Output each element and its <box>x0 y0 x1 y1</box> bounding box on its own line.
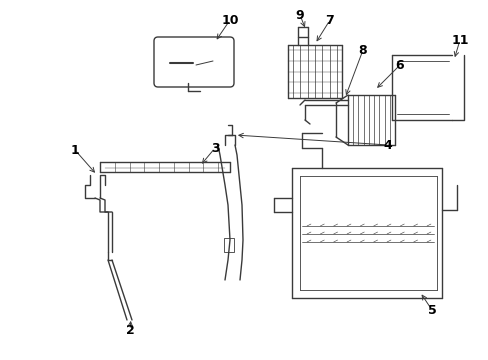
Text: 7: 7 <box>325 14 334 27</box>
Text: 2: 2 <box>125 324 134 337</box>
Bar <box>224 238 234 252</box>
Text: 6: 6 <box>395 59 404 72</box>
Text: 4: 4 <box>383 139 391 152</box>
Text: 1: 1 <box>70 144 79 157</box>
FancyBboxPatch shape <box>154 37 234 87</box>
Text: 9: 9 <box>295 9 304 22</box>
Text: 11: 11 <box>450 33 468 46</box>
Text: 8: 8 <box>358 44 366 57</box>
Text: 3: 3 <box>210 141 219 154</box>
Text: 5: 5 <box>427 303 435 316</box>
Text: 10: 10 <box>221 14 238 27</box>
